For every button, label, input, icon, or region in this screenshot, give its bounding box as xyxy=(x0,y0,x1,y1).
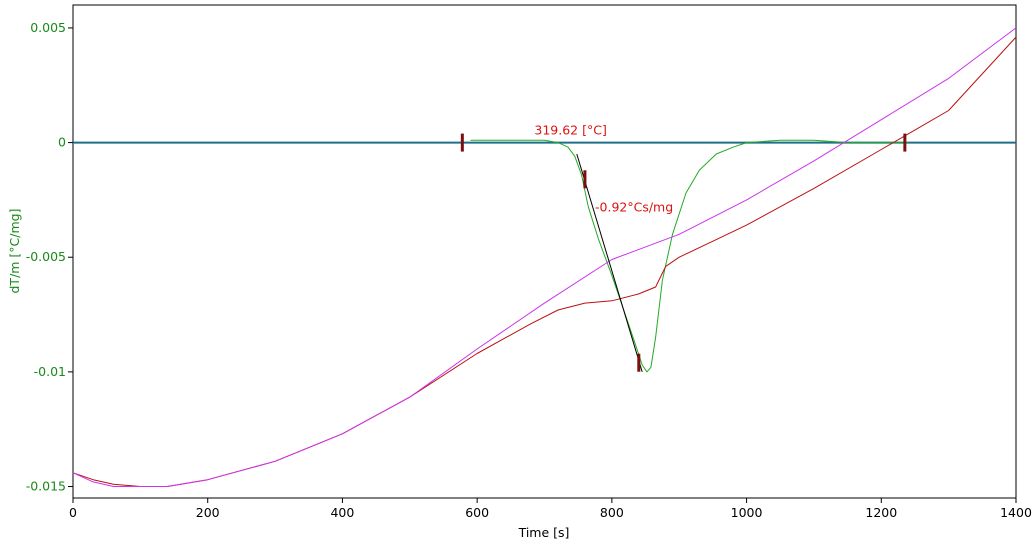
x-tick-label: 1000 xyxy=(731,505,763,520)
y-tick-label: -0.015 xyxy=(26,479,66,494)
series-line-magenta xyxy=(72,27,1017,487)
evaluation-marker xyxy=(583,170,587,189)
annotation-layer: 319.62 [°C] -0.92°Cs/mg xyxy=(534,123,673,215)
y-tick-label: 0 xyxy=(58,135,66,150)
series-layer xyxy=(72,27,1017,487)
x-axis-title: Time [s] xyxy=(518,525,570,540)
plot-area xyxy=(72,4,1017,499)
marker-layer xyxy=(460,133,907,372)
evaluation-marker xyxy=(903,133,907,152)
y-axis-title: dT/m [°C/mg] xyxy=(7,209,22,294)
series-line-green xyxy=(470,139,909,373)
evaluation-marker xyxy=(460,133,464,152)
x-tick-label: 1400 xyxy=(1000,505,1032,520)
series-line-tangent xyxy=(576,153,643,373)
annotation-label: 319.62 [°C] xyxy=(534,123,606,138)
x-tick-label: 1200 xyxy=(865,505,897,520)
x-axis: 0 200 400 600 800 1000 1200 1400 xyxy=(69,498,1032,520)
y-tick-label: -0.005 xyxy=(26,249,66,264)
y-axis: 0.005 0 -0.005 -0.01 -0.015 xyxy=(26,20,73,494)
y-tick-label: 0.005 xyxy=(30,20,66,35)
evaluation-marker xyxy=(637,353,641,372)
x-tick-label: 600 xyxy=(465,505,489,520)
x-tick-label: 800 xyxy=(600,505,624,520)
x-tick-label: 200 xyxy=(196,505,220,520)
x-tick-label: 400 xyxy=(330,505,354,520)
y-tick-label: -0.01 xyxy=(34,364,66,379)
annotation-label: -0.92°Cs/mg xyxy=(595,199,673,214)
x-tick-label: 0 xyxy=(69,505,77,520)
